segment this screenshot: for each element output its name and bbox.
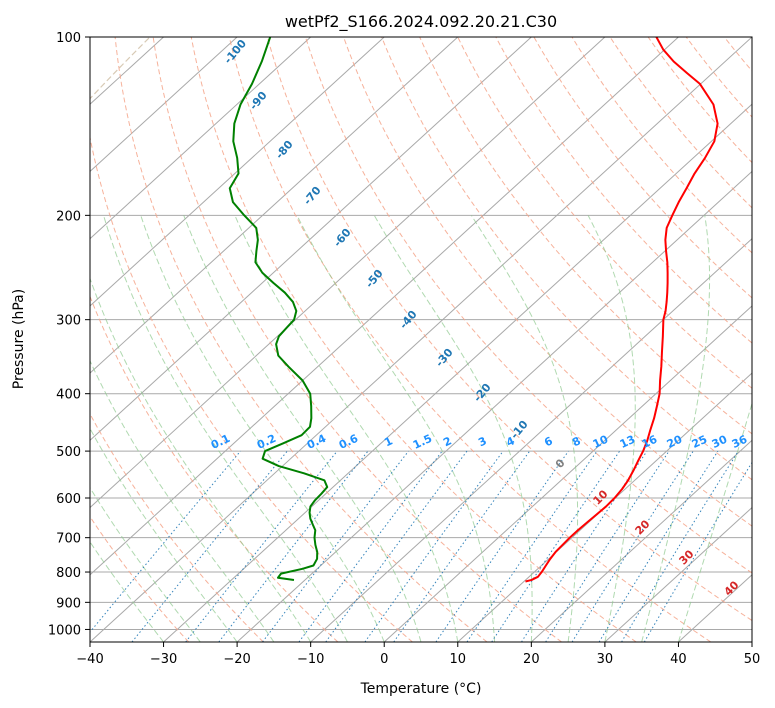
isotherm-line bbox=[383, 305, 752, 642]
mixing-ratio-line bbox=[131, 450, 288, 642]
y-tick-label: 200 bbox=[56, 209, 81, 224]
x-tick-label: 30 bbox=[597, 652, 614, 667]
x-tick-label: −30 bbox=[150, 652, 177, 667]
dry-adiabat-line bbox=[190, 37, 637, 642]
moist-adiabat-line bbox=[90, 359, 275, 642]
mixing-ratio-label: 20 bbox=[665, 433, 685, 451]
y-tick-label: 900 bbox=[56, 596, 81, 611]
mixing-ratio-line bbox=[571, 450, 694, 642]
x-tick-label: 50 bbox=[744, 652, 761, 667]
dry-adiabat-line bbox=[304, 37, 752, 574]
x-tick-label: −20 bbox=[223, 652, 250, 667]
moist-adiabat-line bbox=[587, 215, 636, 642]
mixing-ratio-line bbox=[545, 450, 670, 642]
mixing-ratio-line bbox=[598, 450, 719, 642]
isotherm-line bbox=[90, 37, 385, 307]
dewpoint-profile-line bbox=[228, 37, 329, 581]
isotherm-line bbox=[90, 37, 312, 240]
isotherm-line bbox=[90, 37, 606, 509]
mixing-ratio-label: 13 bbox=[618, 433, 637, 451]
isotherm-line bbox=[457, 372, 752, 642]
background-lines bbox=[90, 37, 752, 642]
axes: −40 −30 −20 −10 0 10 20 30 40 50 100 200 300 400 500 60… bbox=[48, 31, 760, 667]
x-tick-label: 10 bbox=[450, 652, 467, 667]
mixing-ratio-line bbox=[621, 450, 739, 642]
y-tick-label: 700 bbox=[56, 532, 81, 547]
x-tick-label: −10 bbox=[297, 652, 324, 667]
mixing-ratio-label: 36 bbox=[730, 433, 750, 451]
mixing-ratio-line bbox=[364, 450, 504, 642]
x-tick-label: 20 bbox=[523, 652, 540, 667]
temperature-profile-line bbox=[525, 37, 719, 583]
dry-adiabat-line bbox=[152, 37, 562, 642]
mixing-ratio-label: 30 bbox=[710, 433, 730, 451]
moist-adiabat-line bbox=[90, 277, 312, 642]
mixing-ratio-line bbox=[90, 450, 241, 633]
y-tick-label: 800 bbox=[56, 566, 81, 581]
moist-adiabat-line bbox=[677, 401, 752, 642]
x-tick-label: 0 bbox=[380, 652, 388, 667]
dry-adiabat-line bbox=[343, 37, 752, 527]
y-tick-label: 600 bbox=[56, 492, 81, 507]
isotherm-line bbox=[90, 37, 532, 442]
moist-adiabat-line bbox=[90, 427, 238, 642]
moist-adiabat-line bbox=[373, 215, 533, 642]
moist-adiabat-line bbox=[140, 215, 385, 642]
mixing-ratio-label: 10 bbox=[591, 433, 611, 451]
isotherm-line bbox=[604, 506, 752, 642]
y-tick-label: 100 bbox=[56, 31, 81, 46]
chart-title: wetPf2_S166.2024.092.20.21.C30 bbox=[285, 12, 557, 32]
moist-adiabat-line bbox=[183, 215, 422, 642]
y-tick-label: 400 bbox=[56, 388, 81, 403]
dry-adiabat-line bbox=[495, 37, 752, 344]
profile-lines bbox=[228, 37, 719, 583]
dry-adiabat-line bbox=[266, 37, 752, 622]
moist-adiabat-line bbox=[103, 215, 348, 642]
x-tick-label: 40 bbox=[670, 652, 687, 667]
y-tick-label: 300 bbox=[56, 314, 81, 329]
isotherm-line bbox=[236, 170, 752, 642]
mixing-ratio-line bbox=[466, 450, 598, 642]
mixing-ratio-label: 16 bbox=[640, 433, 660, 451]
isotherm-line bbox=[90, 37, 459, 374]
dry-adiabat-line bbox=[228, 37, 712, 642]
x-tick-label: −40 bbox=[76, 652, 103, 667]
dry-adiabat-line bbox=[533, 37, 752, 299]
dry-adiabat-line bbox=[114, 37, 488, 642]
moist-adiabat-line bbox=[90, 541, 164, 642]
moist-adiabat-line bbox=[234, 215, 459, 642]
mixing-ratio-line bbox=[393, 450, 531, 642]
mixing-ratio-line bbox=[325, 450, 468, 642]
y-axis-label: Pressure (hPa) bbox=[11, 289, 27, 389]
dry-adiabat-line bbox=[419, 37, 752, 435]
isotherm-line bbox=[90, 37, 752, 642]
dry-adiabat-line bbox=[381, 37, 752, 481]
mixing-ratio-line bbox=[262, 450, 409, 642]
plot-frame bbox=[89, 36, 753, 643]
x-axis-label: Temperature (°C) bbox=[360, 681, 482, 697]
isotherm-line bbox=[530, 439, 752, 642]
moist-adiabat-line bbox=[641, 215, 711, 642]
y-tick-label: 1000 bbox=[48, 623, 81, 638]
isotherm-line bbox=[90, 37, 679, 576]
mixing-ratio-line bbox=[435, 450, 569, 642]
moist-adiabat-line bbox=[90, 486, 201, 642]
mixing-ratio-label: 25 bbox=[690, 433, 709, 451]
dry-adiabat-line bbox=[90, 412, 264, 642]
isotherm-line bbox=[90, 37, 238, 173]
mixing-ratio-line bbox=[185, 450, 338, 642]
mixing-ratio-line bbox=[298, 450, 443, 642]
dry-adiabat-line bbox=[90, 135, 413, 642]
mixing-ratio-line bbox=[491, 450, 621, 642]
y-tick-label: 500 bbox=[56, 445, 81, 460]
moist-adiabat-line bbox=[470, 215, 579, 642]
